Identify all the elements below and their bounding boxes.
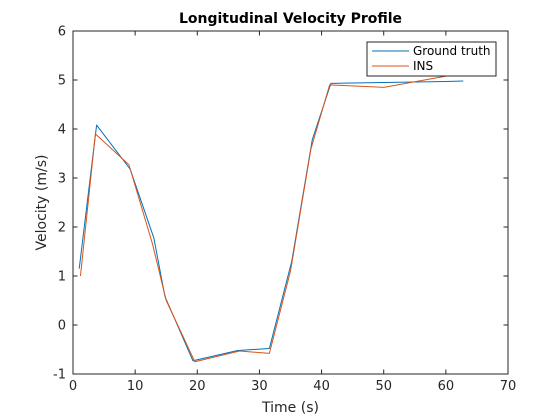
x-axis-label: Time (s) <box>261 400 319 416</box>
y-tick-label: 5 <box>58 74 66 89</box>
y-tick-label: 6 <box>58 25 66 40</box>
legend-box <box>366 41 497 77</box>
x-tick-label: 40 <box>313 379 330 394</box>
series-layer <box>78 75 464 363</box>
y-tick-label: -1 <box>53 368 66 383</box>
y-tick-label: 1 <box>58 270 66 285</box>
y-tick-label: 0 <box>58 319 66 334</box>
chart-title: Longitudinal Velocity Profile <box>179 11 402 27</box>
y-tick-label: 3 <box>58 172 66 187</box>
x-tick-label: 0 <box>69 379 77 394</box>
legend-label: Ground truth <box>413 44 491 58</box>
y-axis-label: Velocity (m/s) <box>34 155 50 251</box>
x-tick-label: 60 <box>438 379 455 394</box>
x-tick-label: 20 <box>189 379 206 394</box>
x-tick-label: 10 <box>127 379 144 394</box>
y-tick-label: 4 <box>58 123 66 138</box>
x-tick-label: 70 <box>500 379 517 394</box>
axes-box <box>72 30 509 375</box>
x-tick-label: 30 <box>251 379 268 394</box>
y-tick-label: 2 <box>58 221 66 236</box>
series-line-ins <box>79 75 446 363</box>
x-tick-label: 50 <box>375 379 392 394</box>
plot-area <box>73 31 508 374</box>
legend-label: INS <box>413 59 433 73</box>
